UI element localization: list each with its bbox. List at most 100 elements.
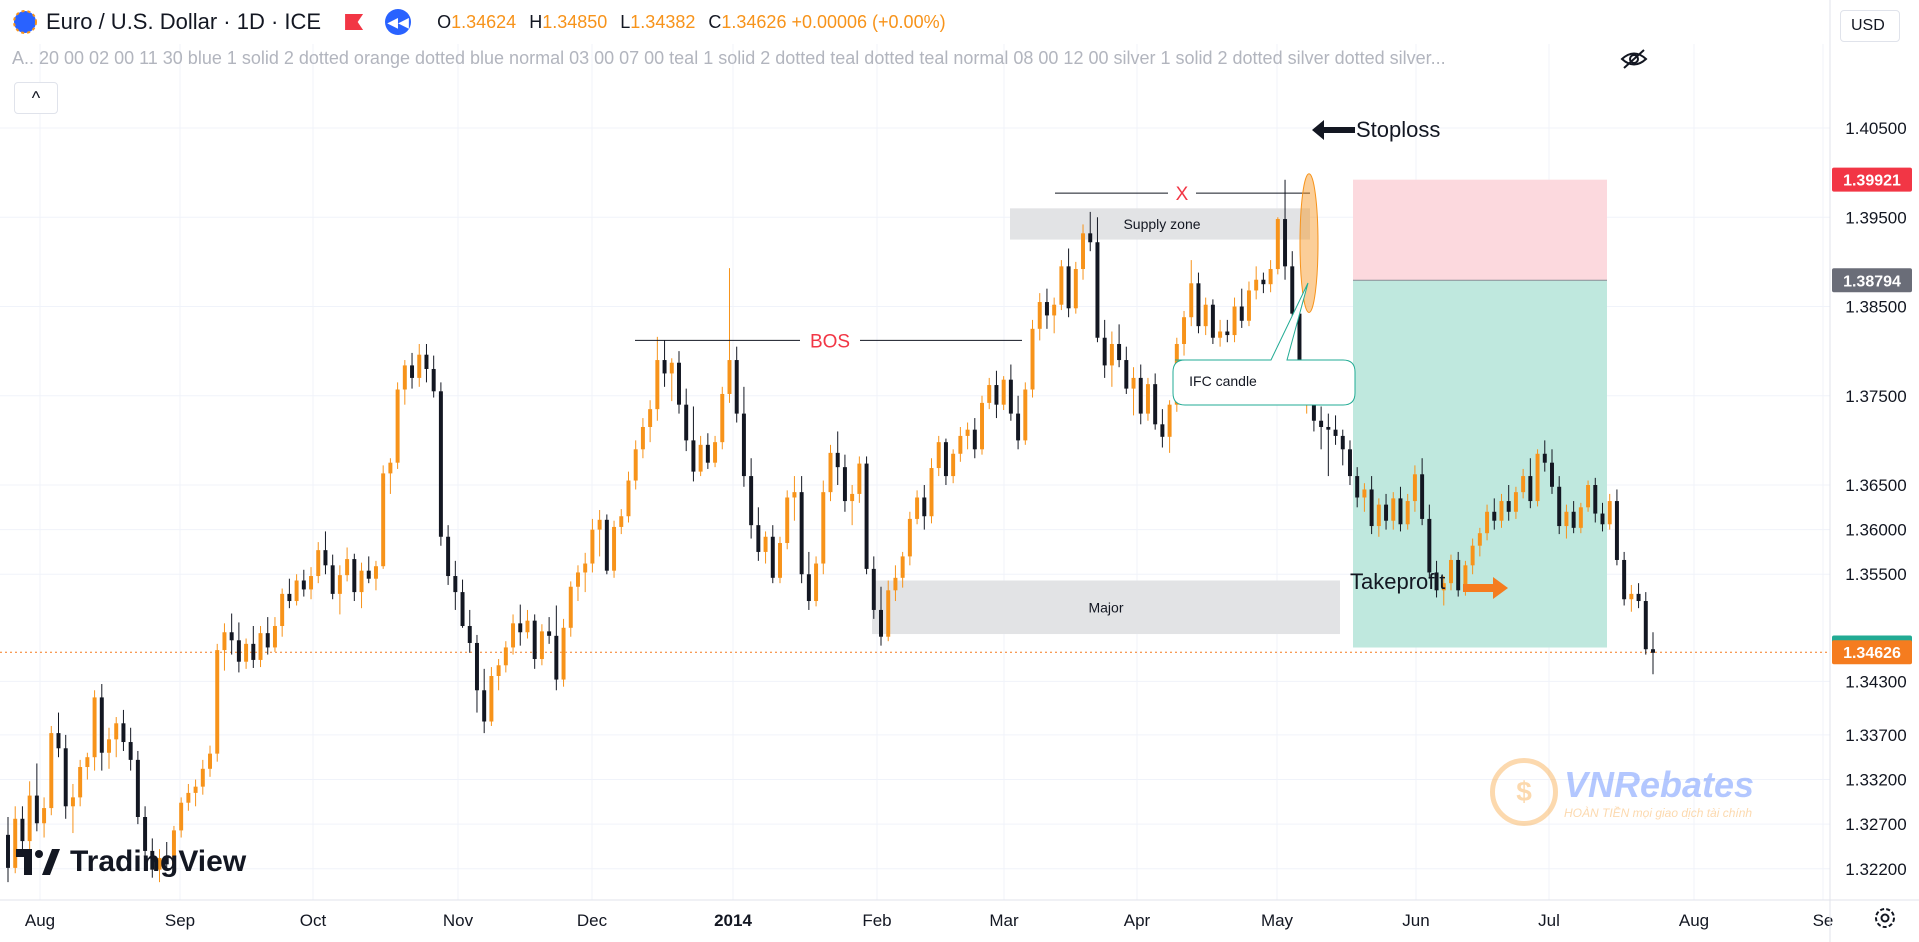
y-tick-label: 1.38500 — [1845, 298, 1906, 317]
candle-body — [698, 444, 703, 472]
ohlc-open-key: O — [437, 11, 452, 32]
candle-body — [893, 577, 898, 591]
candle-body — [1535, 453, 1540, 502]
candle-body — [907, 518, 912, 557]
candle-body — [1528, 476, 1533, 502]
candle-body — [662, 360, 667, 374]
candle-body — [633, 449, 638, 481]
takeprofit-arrow-icon — [1463, 577, 1508, 599]
candle-body — [323, 550, 328, 566]
ifc-callout-box — [1172, 282, 1356, 406]
symbol-title[interactable]: Euro / U.S. Dollar · 1D · ICE — [46, 9, 322, 34]
tradingview-logo[interactable]: TradingView — [16, 845, 246, 879]
candle-body — [655, 360, 660, 410]
candle-body — [756, 525, 761, 552]
candle-body — [943, 442, 948, 477]
candle-body — [143, 817, 148, 851]
candle-body — [1636, 593, 1641, 602]
candle-body — [1542, 453, 1547, 463]
settings-gear-icon[interactable] — [1873, 906, 1897, 930]
candle-body — [150, 850, 155, 870]
candle-body — [1203, 304, 1208, 327]
euro-flag-icon — [13, 10, 37, 34]
ifc-callout-label: IFC candle — [1189, 373, 1257, 389]
candle-body — [1578, 507, 1583, 528]
candle-body — [1362, 489, 1367, 498]
price-label-text: 1.39921 — [1843, 173, 1901, 190]
candle-body — [1448, 559, 1453, 584]
candle-body — [1376, 504, 1381, 527]
candle-body — [1297, 313, 1302, 394]
candle-body — [857, 463, 862, 494]
candle-body — [720, 393, 725, 443]
candle-body — [1044, 302, 1049, 316]
candle-body — [78, 767, 83, 798]
candle-body — [1550, 462, 1554, 487]
candle-body — [1427, 518, 1432, 573]
vnrebates-watermark: $ VNRebates HOÀN TIỀN mọi giao dịch tài … — [1490, 758, 1754, 826]
candle-body — [518, 623, 523, 633]
candle-body — [1355, 476, 1360, 498]
candle-body — [741, 413, 746, 477]
candle-body — [1283, 219, 1288, 267]
candle-body — [229, 632, 234, 641]
candle-body — [128, 742, 133, 760]
candle-body — [1586, 485, 1591, 508]
candle-body — [734, 360, 739, 414]
candle-body — [402, 365, 407, 390]
price-label-tag — [1832, 167, 1912, 192]
x-tick-label: Nov — [443, 911, 474, 930]
candle-body — [215, 650, 220, 754]
candle-body — [1016, 413, 1021, 441]
candle-body — [640, 426, 645, 450]
supply-zone-label: Supply zone — [1123, 216, 1200, 232]
candle-body — [489, 675, 494, 722]
candle-body — [1485, 511, 1490, 534]
takeprofit-label: Takeprofit — [1350, 569, 1445, 594]
candle-body — [1218, 331, 1223, 338]
candle-body — [1622, 559, 1627, 600]
candle-body — [1441, 583, 1446, 591]
candle-body — [1030, 328, 1035, 390]
candle-body — [1369, 489, 1374, 527]
candle-body — [316, 550, 321, 577]
x-tick-label: May — [1261, 911, 1294, 930]
candle-body — [287, 593, 292, 602]
candle-body — [1420, 474, 1425, 519]
price-label-tag — [1832, 268, 1912, 293]
candle-body — [1521, 476, 1526, 493]
y-tick-label: 1.32200 — [1845, 860, 1906, 879]
replay-button[interactable]: ◀◀ — [385, 9, 412, 35]
x-tick-label: Dec — [577, 911, 608, 930]
flag-icon[interactable] — [345, 14, 364, 30]
candle-body — [525, 620, 530, 633]
indicator-legend[interactable]: A.. 20 00 02 00 11 30 blue 1 solid 2 dot… — [12, 48, 1446, 68]
candle-body — [814, 563, 819, 602]
supply-zone-box — [1010, 208, 1310, 240]
candle-body — [1117, 343, 1122, 361]
ohlc-low: 1.34382 — [630, 11, 696, 32]
candle-body — [244, 643, 249, 662]
candle-body — [1513, 492, 1518, 512]
peak-highlight-ellipse — [1299, 173, 1319, 314]
candle-body — [1153, 384, 1158, 425]
candle-body — [424, 354, 429, 369]
candle-body — [1614, 501, 1619, 560]
candle-body — [1290, 266, 1295, 314]
bos-label: BOS — [810, 331, 850, 352]
candle-body — [806, 574, 811, 602]
candle-body — [330, 565, 335, 594]
ohlc-values: O1.34624 H1.34850 L1.34382 C1.34626 +0.0… — [437, 12, 954, 33]
candle-body — [1001, 379, 1006, 405]
currency-select[interactable]: USD — [1840, 10, 1900, 42]
candle-body — [532, 620, 537, 660]
x-tick-label: Jul — [1538, 911, 1560, 930]
candle-body — [1008, 379, 1013, 414]
x-tick-label: 2014 — [714, 911, 752, 930]
candle-body — [1210, 304, 1215, 338]
hide-eye-icon[interactable] — [1620, 48, 1648, 70]
candle-body — [590, 529, 595, 564]
collapse-legend-button[interactable]: ^ — [14, 82, 58, 114]
candle-body — [1066, 266, 1071, 309]
